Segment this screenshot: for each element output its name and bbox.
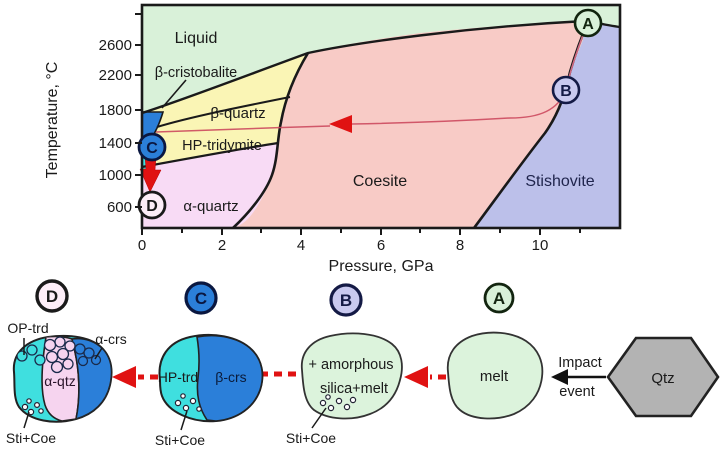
b-sti-coe-pointer [311, 407, 327, 429]
alpha-qtz-label: α-qtz [44, 373, 75, 389]
x-axis [141, 228, 581, 235]
x-tick-8: 8 [456, 237, 464, 254]
release-path-arrowhead [329, 115, 352, 133]
alpha-crs-label: α-crs [95, 331, 126, 347]
y-tick-1000: 1000 [99, 167, 132, 184]
impact-label-line2: event [559, 384, 594, 400]
x-tick-0: 0 [138, 237, 146, 254]
impact-arrowhead [551, 369, 568, 385]
stage-c-blob: HP-trd β-crs Sti+Coe [155, 334, 264, 448]
beta-crs-label: β-crs [215, 369, 246, 385]
label-beta-quartz: β-quartz [210, 105, 265, 122]
x-tick-labels: 0 2 4 6 8 10 [138, 237, 549, 254]
cristobalite-pointer-line [161, 79, 187, 109]
label-beta-cristobalite: β-cristobalite [155, 65, 237, 81]
x-tick-4: 4 [297, 237, 305, 254]
transformation-sequence: D C B A Qtz Impact event melt [6, 279, 720, 448]
amorphous-blob: + amorphous silica+melt Sti+Coe [286, 332, 403, 446]
marker-c-plot: C [137, 132, 167, 162]
impact-event-arrow: Impact event [551, 355, 606, 400]
phase-diagram: Liquid β-cristobalite β-quartz HP-tridym… [44, 3, 622, 275]
op-trd-label: OP-trd [7, 320, 48, 336]
marker-c-sequence: C [184, 281, 218, 315]
y-tick-labels: 2600 2200 1800 1400 1000 600 [99, 37, 132, 216]
x-tick-2: 2 [218, 237, 226, 254]
b-sti-coe-label: Sti+Coe [286, 430, 336, 446]
svg-text:B: B [560, 83, 572, 100]
marker-d-plot: D [137, 190, 167, 220]
y-tick-1400: 1400 [99, 135, 132, 152]
boundary-melting-curve [141, 19, 586, 115]
y-tick-2200: 2200 [99, 67, 132, 84]
svg-text:D: D [46, 287, 58, 306]
c-sti-coe-label: Sti+Coe [155, 432, 205, 448]
marker-b-sequence: B [329, 283, 363, 317]
label-hp-tridymite: HP-tridymite [182, 138, 262, 154]
region-coesite [233, 21, 585, 228]
hp-trd-label: HP-trd [158, 369, 198, 385]
marker-d-sequence: D [35, 279, 69, 313]
melt-blob: melt [446, 331, 544, 420]
y-tick-600: 600 [107, 199, 132, 216]
x-tick-6: 6 [377, 237, 385, 254]
amorphous-label-line2: silica+melt [320, 381, 388, 397]
svg-text:C: C [146, 140, 158, 157]
marker-a-sequence: A [483, 282, 515, 314]
melt-label: melt [480, 368, 509, 385]
region-stishovite [474, 21, 620, 228]
impact-label-line1: Impact [558, 355, 602, 371]
svg-text:B: B [340, 291, 352, 310]
qtz-label: Qtz [651, 370, 674, 387]
svg-text:A: A [582, 16, 594, 33]
arrow-c-to-d [112, 366, 158, 388]
boundary-quartz-coesite [232, 52, 310, 229]
svg-text:D: D [146, 198, 158, 215]
x-axis-title: Pressure, GPa [329, 258, 434, 275]
amorphous-label-line1: + amorphous [308, 357, 393, 373]
b-blob-inclusions [319, 394, 357, 412]
label-alpha-quartz: α-quartz [183, 198, 238, 215]
label-liquid: Liquid [175, 30, 218, 47]
y-tick-1800: 1800 [99, 102, 132, 119]
label-coesite: Coesite [353, 173, 407, 190]
label-stishovite: Stishovite [525, 173, 594, 190]
release-path [351, 89, 567, 125]
d-sti-coe-label: Sti+Coe [6, 430, 56, 446]
y-tick-2600: 2600 [99, 37, 132, 54]
d-blob-inclusions [21, 398, 44, 416]
svg-text:A: A [493, 289, 505, 308]
region-alpha-quartz [142, 143, 278, 228]
boundary-beta-quartz-tridymite [156, 96, 291, 128]
d-sti-coe-pointer [23, 411, 30, 429]
y-axis [135, 13, 142, 208]
alpha-crs-pointer [94, 347, 103, 360]
marker-b-plot: B [551, 75, 581, 105]
stage-d-blob: α-qtz OP-trd α-crs Sti+Coe [6, 320, 127, 446]
y-axis-title: Temperature, °C [44, 62, 61, 179]
marker-a-plot: A [573, 8, 603, 38]
qtz-hexagon: Qtz [606, 336, 720, 418]
c-sti-coe-pointer [180, 410, 188, 431]
c-blob-inclusions [174, 393, 202, 412]
d-blob-scallops [16, 336, 102, 374]
release-path-left [155, 125, 331, 133]
x-tick-10: 10 [532, 237, 549, 254]
arrow-melt-to-b [404, 366, 446, 388]
svg-text:C: C [195, 289, 207, 308]
